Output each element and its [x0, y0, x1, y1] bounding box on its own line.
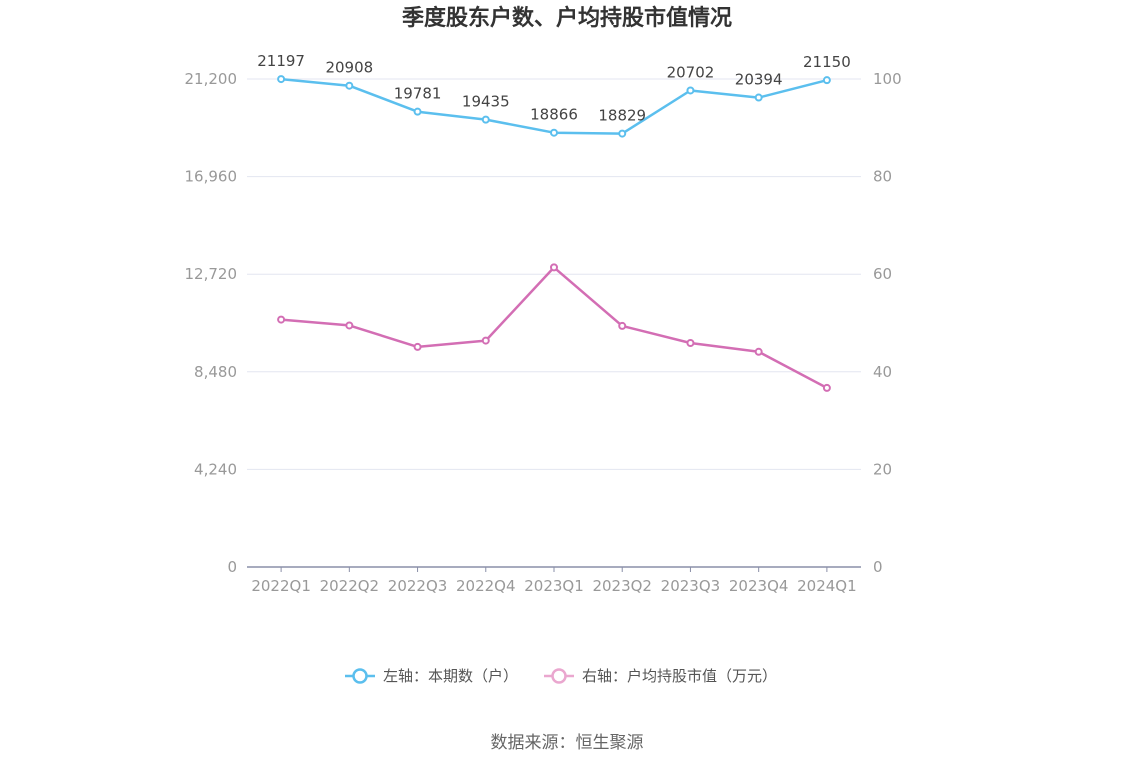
chart-title: 季度股东户数、户均持股市值情况 [402, 5, 732, 31]
legend[interactable]: 左轴：本期数（户） 右轴：户均持股市值（万元） [345, 667, 777, 685]
x-axis-tick-label: 2023Q3 [661, 577, 721, 595]
data-point[interactable] [754, 347, 763, 356]
data-point[interactable] [754, 93, 763, 102]
data-label: 18866 [530, 106, 578, 124]
data-point[interactable] [277, 75, 286, 84]
right-axis-tick-label: 0 [873, 558, 883, 576]
data-label: 19781 [394, 85, 442, 103]
data-point[interactable] [618, 129, 627, 138]
right-axis-tick-label: 40 [873, 363, 892, 381]
x-axis-tick-label: 2022Q1 [251, 577, 311, 595]
right-axis-tick-label: 20 [873, 460, 892, 478]
data-point[interactable] [686, 339, 695, 348]
data-point[interactable] [618, 321, 627, 330]
data-labels: 21197 20908 19781 19435 18866 18829 20702 20394… [257, 52, 850, 125]
x-axis-tick-label: 2023Q1 [524, 577, 584, 595]
data-point[interactable] [277, 315, 286, 324]
data-label: 21197 [257, 52, 305, 70]
left-axis-tick-label: 0 [227, 558, 237, 576]
x-axis-tick-label: 2023Q4 [729, 577, 789, 595]
data-label: 20908 [325, 59, 373, 77]
right-axis-tick-label: 100 [873, 70, 902, 88]
data-point[interactable] [550, 263, 558, 272]
data-point[interactable] [481, 336, 490, 345]
data-point[interactable] [822, 76, 831, 85]
legend-swatch-marker [551, 668, 567, 684]
data-point[interactable] [550, 128, 558, 137]
data-point[interactable] [481, 115, 490, 124]
data-point[interactable] [686, 86, 695, 95]
data-point[interactable] [822, 383, 831, 392]
data-label: 20702 [667, 63, 715, 81]
data-point[interactable] [413, 342, 422, 351]
data-label: 19435 [462, 93, 510, 111]
left-axis-tick-label: 16,960 [185, 168, 238, 186]
x-axis-tick-label: 2024Q1 [797, 577, 857, 595]
axes: 0 4,240 8,480 12,720 16,960 21,200 0 20 40 60 80 10… [185, 70, 902, 595]
data-label: 20394 [735, 71, 783, 89]
series-layer [277, 75, 831, 392]
left-axis-tick-label: 21,200 [185, 70, 238, 88]
data-label: 21150 [803, 53, 851, 71]
right-axis-tick-label: 80 [873, 168, 892, 186]
source-note: 数据来源：恒生聚源 [491, 733, 644, 753]
grid-lines [247, 78, 861, 470]
left-axis-tick-label: 8,480 [194, 363, 237, 381]
legend-label[interactable]: 右轴：户均持股市值（万元） [582, 667, 777, 685]
left-axis-tick-label: 12,720 [185, 265, 238, 283]
data-point[interactable] [345, 321, 354, 330]
series-line-1 [280, 266, 828, 390]
data-label: 18829 [598, 107, 646, 125]
x-axis-tick-label: 2023Q2 [592, 577, 652, 595]
x-axis-tick-label: 2022Q4 [456, 577, 516, 595]
data-point[interactable] [413, 107, 422, 116]
data-point[interactable] [345, 81, 354, 90]
left-axis-tick-label: 4,240 [194, 460, 237, 478]
legend-swatch-marker [352, 668, 368, 684]
x-axis-tick-label: 2022Q2 [320, 577, 380, 595]
x-axis-tick-label: 2022Q3 [388, 577, 448, 595]
legend-label[interactable]: 左轴：本期数（户） [383, 667, 518, 685]
right-axis-tick-label: 60 [873, 265, 892, 283]
